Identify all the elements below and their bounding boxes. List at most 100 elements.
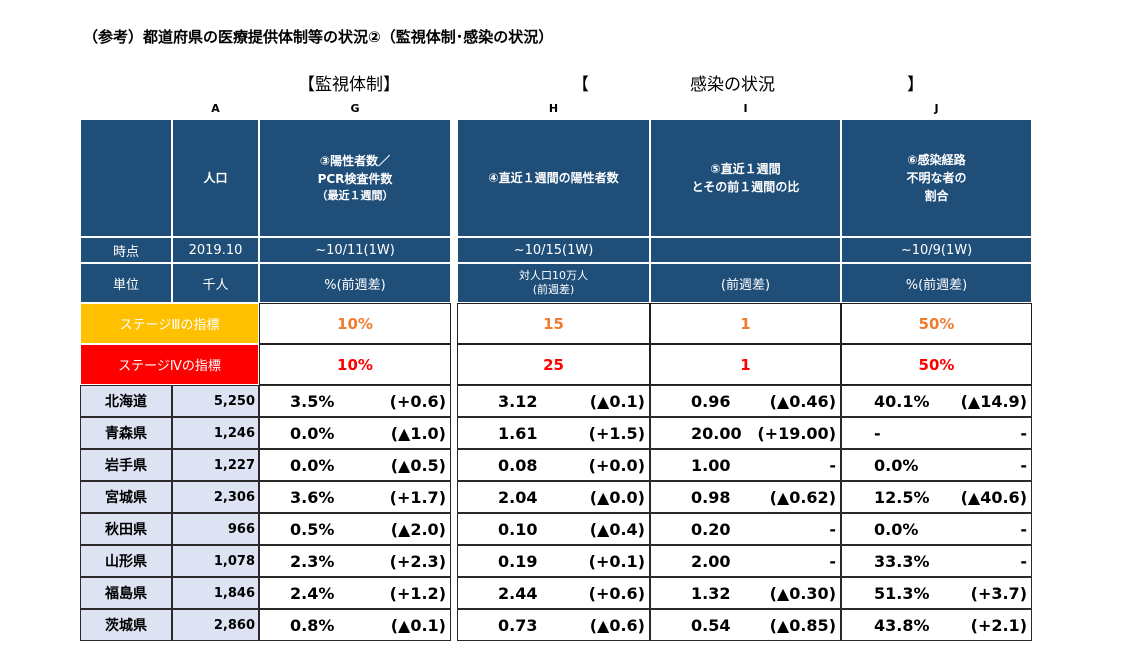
- header-weekly-positives: ④直近１週間の陽性者数: [457, 119, 650, 237]
- week-ratio-cell: 2.00 -: [650, 545, 841, 577]
- positivity-rate-diff: (▲0.1): [390, 615, 446, 635]
- unit-row-j: %(前週差): [841, 263, 1032, 303]
- week-ratio-cell: 0.96 (▲0.46): [650, 385, 841, 417]
- week-ratio-diff: (▲0.46): [769, 391, 836, 411]
- week-ratio-value: 20.00: [691, 423, 742, 443]
- unknown-route-ratio-diff: (▲14.9): [960, 391, 1027, 411]
- week-ratio-value: 2.00: [691, 551, 731, 571]
- positivity-rate-cell: 2.4% (+1.2): [259, 577, 451, 609]
- weekly-positives-value: 3.12: [498, 391, 538, 411]
- week-ratio-diff: -: [829, 519, 836, 539]
- unknown-route-ratio-diff: -: [1020, 455, 1027, 475]
- positivity-rate-diff: (▲1.0): [390, 423, 446, 443]
- prefecture-name-cell: 岩手県: [80, 449, 172, 481]
- positivity-rate-value: 2.3%: [290, 551, 335, 571]
- header-unknown-route: ⑥感染経路 不明な者の 割合: [841, 119, 1032, 237]
- prefecture-name-cell: 青森県: [80, 417, 172, 449]
- section-label-kansen: 感染の状況: [690, 75, 775, 95]
- population-value-cell: 5,250: [172, 385, 259, 417]
- population-value-cell: 1,078: [172, 545, 259, 577]
- unknown-route-ratio-value: 43.8%: [874, 615, 930, 635]
- stage4-value-i: 1: [650, 344, 841, 385]
- weekly-positives-cell: 0.08 (+0.0): [457, 449, 650, 481]
- week-ratio-cell: 1.00 -: [650, 449, 841, 481]
- weekly-positives-diff: (+0.0): [588, 455, 645, 475]
- week-ratio-value: 0.98: [691, 487, 731, 507]
- time-row-i: [650, 237, 841, 263]
- unknown-route-ratio-value: 12.5%: [874, 487, 930, 507]
- unknown-route-ratio-cell: 33.3% -: [841, 545, 1032, 577]
- positivity-rate-diff: (▲0.5): [390, 455, 446, 475]
- column-gap: [451, 119, 457, 649]
- unknown-route-ratio-diff: -: [1020, 423, 1027, 443]
- prefecture-name-cell: 北海道: [80, 385, 172, 417]
- unit-row-g: %(前週差): [259, 263, 451, 303]
- weekly-positives-cell: 0.10 (▲0.4): [457, 513, 650, 545]
- population-value-cell: 1,227: [172, 449, 259, 481]
- weekly-positives-cell: 0.19 (+0.1): [457, 545, 650, 577]
- time-row-h: ~10/15(1W): [457, 237, 650, 263]
- prefecture-name-cell: 山形県: [80, 545, 172, 577]
- unknown-route-ratio-cell: 12.5% (▲40.6): [841, 481, 1032, 513]
- column-letter-h: H: [548, 102, 559, 115]
- positivity-rate-value: 0.0%: [290, 455, 335, 475]
- unknown-route-ratio-value: 33.3%: [874, 551, 930, 571]
- positivity-rate-cell: 3.6% (+1.7): [259, 481, 451, 513]
- unknown-route-ratio-diff: (+3.7): [970, 583, 1027, 603]
- unit-row-i: (前週差): [650, 263, 841, 303]
- week-ratio-cell: 0.54 (▲0.85): [650, 609, 841, 641]
- stage3-value-h: 15: [457, 303, 650, 344]
- population-value-cell: 1,246: [172, 417, 259, 449]
- stage4-value-g: 10%: [259, 344, 451, 385]
- unknown-route-ratio-cell: 0.0% -: [841, 449, 1032, 481]
- stage3-value-j: 50%: [841, 303, 1032, 344]
- unknown-route-ratio-value: -: [874, 423, 881, 443]
- time-row-a: 2019.10: [172, 237, 259, 263]
- weekly-positives-value: 1.61: [498, 423, 538, 443]
- week-ratio-value: 1.32: [691, 583, 731, 603]
- unit-row-h: 対人口10万人 (前週差): [457, 263, 650, 303]
- unit-row-label: 単位: [80, 263, 172, 303]
- weekly-positives-cell: 2.04 (▲0.0): [457, 481, 650, 513]
- population-value-cell: 966: [172, 513, 259, 545]
- week-ratio-value: 1.00: [691, 455, 731, 475]
- weekly-positives-cell: 0.73 (▲0.6): [457, 609, 650, 641]
- unknown-route-ratio-diff: -: [1020, 519, 1027, 539]
- stage3-label: ステージⅢの指標: [80, 303, 259, 344]
- positivity-rate-value: 0.0%: [290, 423, 335, 443]
- week-ratio-cell: 20.00 (+19.00): [650, 417, 841, 449]
- header-population: 人口: [172, 119, 259, 237]
- weekly-positives-cell: 1.61 (+1.5): [457, 417, 650, 449]
- time-row-label: 時点: [80, 237, 172, 263]
- stage3-value-i: 1: [650, 303, 841, 344]
- header-corner: [80, 119, 172, 237]
- weekly-positives-value: 2.44: [498, 583, 538, 603]
- population-value-cell: 1,846: [172, 577, 259, 609]
- week-ratio-value: 0.96: [691, 391, 731, 411]
- prefecture-name-cell: 茨城県: [80, 609, 172, 641]
- stage3-value-g: 10%: [259, 303, 451, 344]
- week-ratio-value: 0.20: [691, 519, 731, 539]
- weekly-positives-value: 0.08: [498, 455, 538, 475]
- positivity-rate-cell: 0.0% (▲1.0): [259, 417, 451, 449]
- weekly-positives-diff: (+1.5): [588, 423, 645, 443]
- time-row-j: ~10/9(1W): [841, 237, 1032, 263]
- unknown-route-ratio-value: 0.0%: [874, 455, 919, 475]
- positivity-rate-diff: (+0.6): [389, 391, 446, 411]
- positivity-rate-cell: 0.8% (▲0.1): [259, 609, 451, 641]
- week-ratio-cell: 0.20 -: [650, 513, 841, 545]
- column-letter-j: J: [934, 102, 939, 115]
- section-label-kanshi: 【監視体制】: [298, 75, 400, 95]
- weekly-positives-diff: (+0.1): [588, 551, 645, 571]
- page-title: （参考）都道府県の医療提供体制等の状況②（監視体制･感染の状況）: [83, 28, 554, 46]
- unknown-route-ratio-cell: 43.8% (+2.1): [841, 609, 1032, 641]
- unknown-route-ratio-value: 0.0%: [874, 519, 919, 539]
- weekly-positives-value: 0.10: [498, 519, 538, 539]
- unknown-route-ratio-value: 40.1%: [874, 391, 930, 411]
- weekly-positives-cell: 2.44 (+0.6): [457, 577, 650, 609]
- positivity-rate-value: 0.5%: [290, 519, 335, 539]
- prefecture-name-cell: 宮城県: [80, 481, 172, 513]
- week-ratio-diff: -: [829, 455, 836, 475]
- positivity-rate-cell: 3.5% (+0.6): [259, 385, 451, 417]
- weekly-positives-diff: (+0.6): [588, 583, 645, 603]
